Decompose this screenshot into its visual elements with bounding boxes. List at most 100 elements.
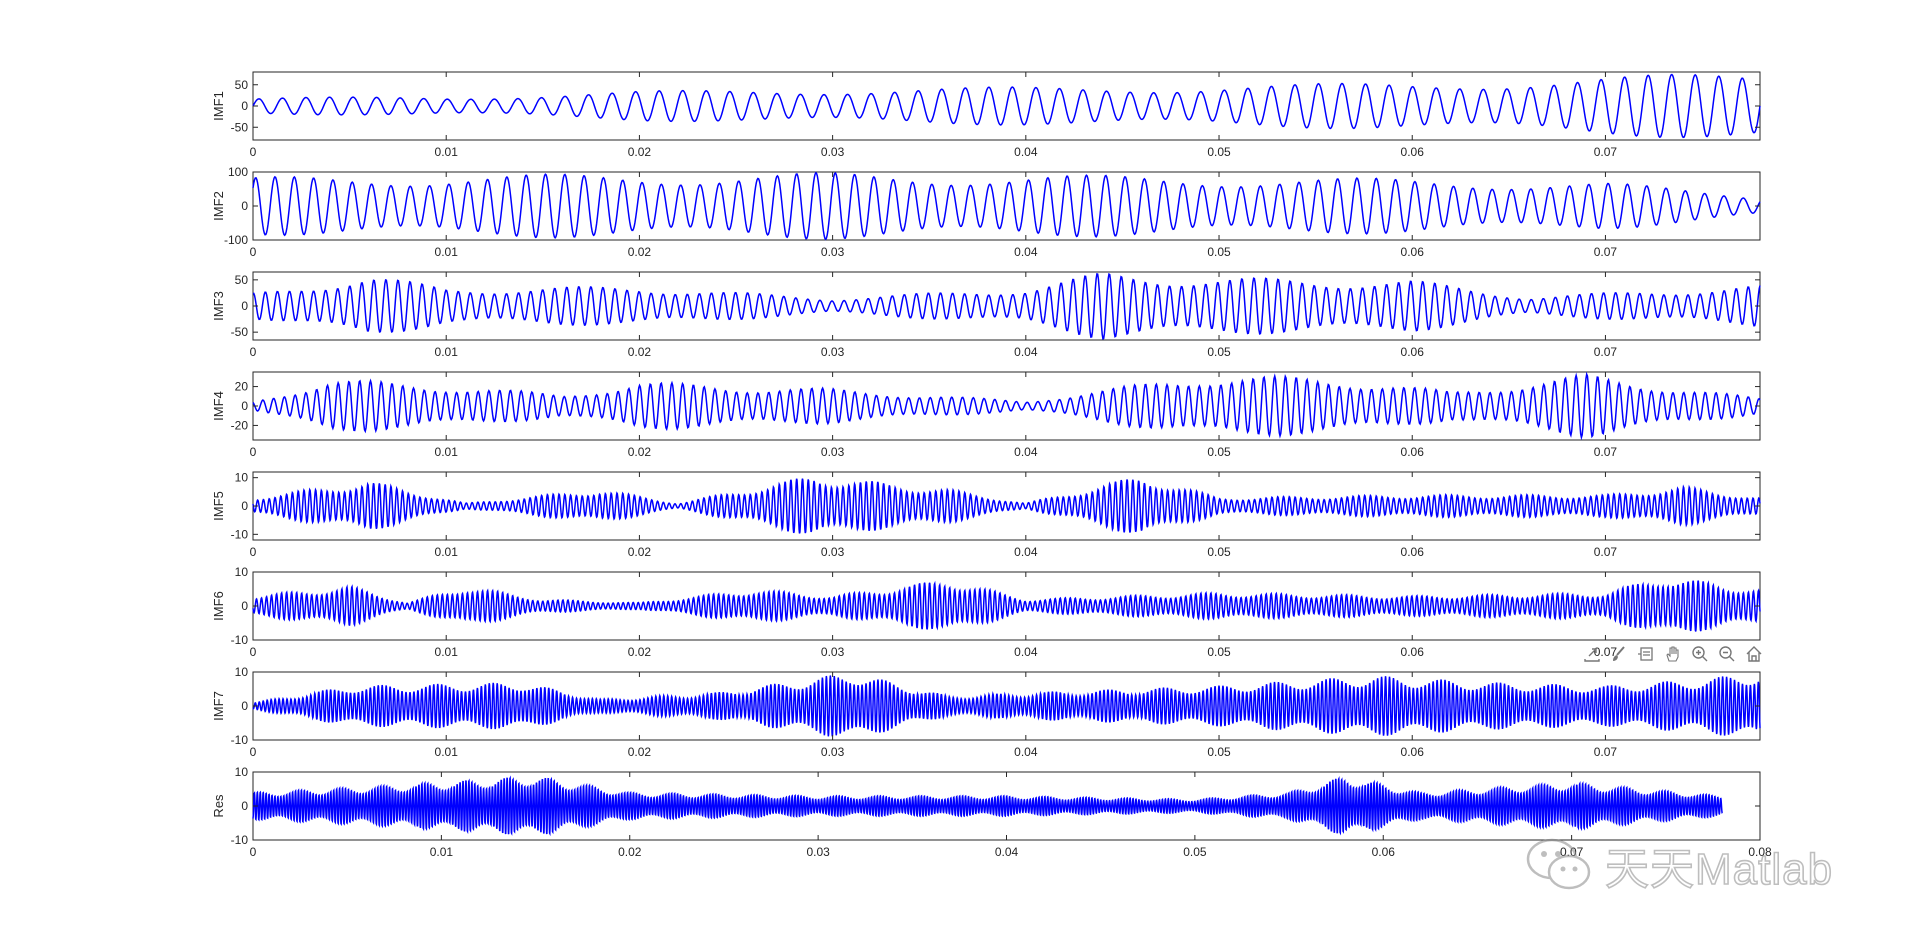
y-tick-label: -10	[231, 633, 249, 647]
signal-line	[252, 272, 1761, 341]
x-tick-label: 0.06	[1401, 645, 1425, 659]
x-tick-label: 0.06	[1401, 145, 1425, 159]
x-tick-label: 0.06	[1401, 245, 1425, 259]
x-tick-label: 0.05	[1183, 845, 1207, 859]
x-tick-label: 0.03	[821, 145, 845, 159]
zoom-in-icon[interactable]	[1688, 642, 1711, 665]
axes-box	[252, 371, 1761, 441]
y-axis-label: IMF1	[211, 91, 226, 121]
y-axis-label: IMF5	[211, 491, 226, 521]
home-icon[interactable]	[1742, 642, 1765, 665]
y-tick-label: 10	[235, 565, 249, 579]
x-tick-label: 0.07	[1594, 345, 1618, 359]
export-icon[interactable]	[1580, 642, 1603, 665]
brush-icon[interactable]	[1607, 642, 1630, 665]
x-tick-label: 0.01	[435, 145, 459, 159]
y-tick-label: 100	[228, 165, 248, 179]
y-tick-label: 0	[241, 499, 248, 513]
x-tick-label: 0.07	[1594, 245, 1618, 259]
x-tick-label: 0.01	[430, 845, 454, 859]
y-tick-label: 20	[235, 380, 249, 394]
y-tick-label: 0	[241, 99, 248, 113]
y-tick-label: -10	[231, 733, 249, 747]
x-tick-label: 0.03	[806, 845, 830, 859]
x-tick-label: 0.01	[435, 445, 459, 459]
datatips-icon[interactable]	[1634, 642, 1657, 665]
x-tick-label: 0.04	[1014, 645, 1038, 659]
y-tick-label: 0	[241, 299, 248, 313]
x-tick-label: 0.03	[821, 745, 845, 759]
x-tick-label: 0.06	[1401, 545, 1425, 559]
x-tick-label: 0.05	[1207, 345, 1231, 359]
x-tick-label: 0.03	[821, 245, 845, 259]
x-tick-label: 0	[250, 245, 257, 259]
x-tick-label: 0.01	[435, 245, 459, 259]
x-tick-label: 0.01	[435, 745, 459, 759]
x-tick-label: 0.02	[628, 245, 652, 259]
watermark-text: 天天Matlab	[1604, 844, 1834, 895]
zoom-out-icon[interactable]	[1715, 642, 1738, 665]
x-tick-label: 0.07	[1594, 645, 1618, 659]
x-tick-label: 0.02	[628, 745, 652, 759]
signal-line	[252, 580, 1761, 632]
watermark: 天天Matlab	[1525, 833, 1833, 897]
x-tick-label: 0.03	[821, 345, 845, 359]
y-tick-label: 50	[235, 78, 249, 92]
x-tick-label: 0.04	[1014, 345, 1038, 359]
x-tick-label: 0.06	[1372, 845, 1396, 859]
x-tick-label: 0.01	[435, 345, 459, 359]
pan-icon[interactable]	[1661, 642, 1684, 665]
x-tick-label: 0.02	[628, 145, 652, 159]
x-tick-label: 0.04	[1014, 445, 1038, 459]
x-tick-label: 0.04	[1014, 145, 1038, 159]
signal-line	[252, 171, 1761, 241]
y-tick-label: -100	[224, 233, 248, 247]
x-tick-label: 0.02	[618, 845, 642, 859]
x-tick-label: 0	[250, 145, 257, 159]
x-tick-label: 0.07	[1594, 545, 1618, 559]
axes-toolbar	[1580, 642, 1765, 668]
x-tick-label: 0.05	[1207, 245, 1231, 259]
x-tick-label: 0.02	[628, 345, 652, 359]
x-tick-label: 0.02	[628, 445, 652, 459]
y-tick-label: -10	[231, 833, 249, 847]
y-axis-label: IMF4	[211, 391, 226, 421]
x-tick-label: 0.03	[821, 445, 845, 459]
subplot-imf2: 0 0.01 0.02 0.03 0.04 0.05 0.06 0.07-1000100IMF…	[211, 165, 1761, 259]
x-tick-label: 0	[250, 545, 257, 559]
x-tick-label: 0	[250, 345, 257, 359]
x-tick-label: 0.01	[435, 645, 459, 659]
x-tick-label: 0.06	[1401, 745, 1425, 759]
x-tick-label: 0.05	[1207, 645, 1231, 659]
x-tick-label: 0.05	[1207, 745, 1231, 759]
y-tick-label: 10	[235, 665, 249, 679]
y-tick-label: 0	[241, 599, 248, 613]
x-tick-label: 0.06	[1401, 445, 1425, 459]
signal-line	[252, 775, 1723, 837]
x-tick-label: 0.04	[1014, 745, 1038, 759]
x-tick-label: 0.05	[1207, 545, 1231, 559]
y-tick-label: 10	[235, 765, 249, 779]
x-tick-label: 0.05	[1207, 445, 1231, 459]
signal-line	[252, 371, 1761, 441]
x-tick-label: 0.04	[995, 845, 1019, 859]
x-tick-label: 0.07	[1594, 745, 1618, 759]
y-axis-label: Res	[211, 794, 226, 818]
y-tick-label: 0	[241, 199, 248, 213]
y-tick-label: -50	[231, 120, 249, 134]
signal-line	[252, 73, 1761, 139]
x-tick-label: 0.07	[1594, 145, 1618, 159]
x-tick-label: 0.02	[628, 645, 652, 659]
x-tick-label: 0	[250, 445, 257, 459]
x-tick-label: 0.01	[435, 545, 459, 559]
y-axis-label: IMF3	[211, 291, 226, 321]
x-tick-label: 0.08	[1748, 845, 1772, 859]
x-tick-label: 0.07	[1594, 445, 1618, 459]
x-tick-label: 0	[250, 745, 257, 759]
